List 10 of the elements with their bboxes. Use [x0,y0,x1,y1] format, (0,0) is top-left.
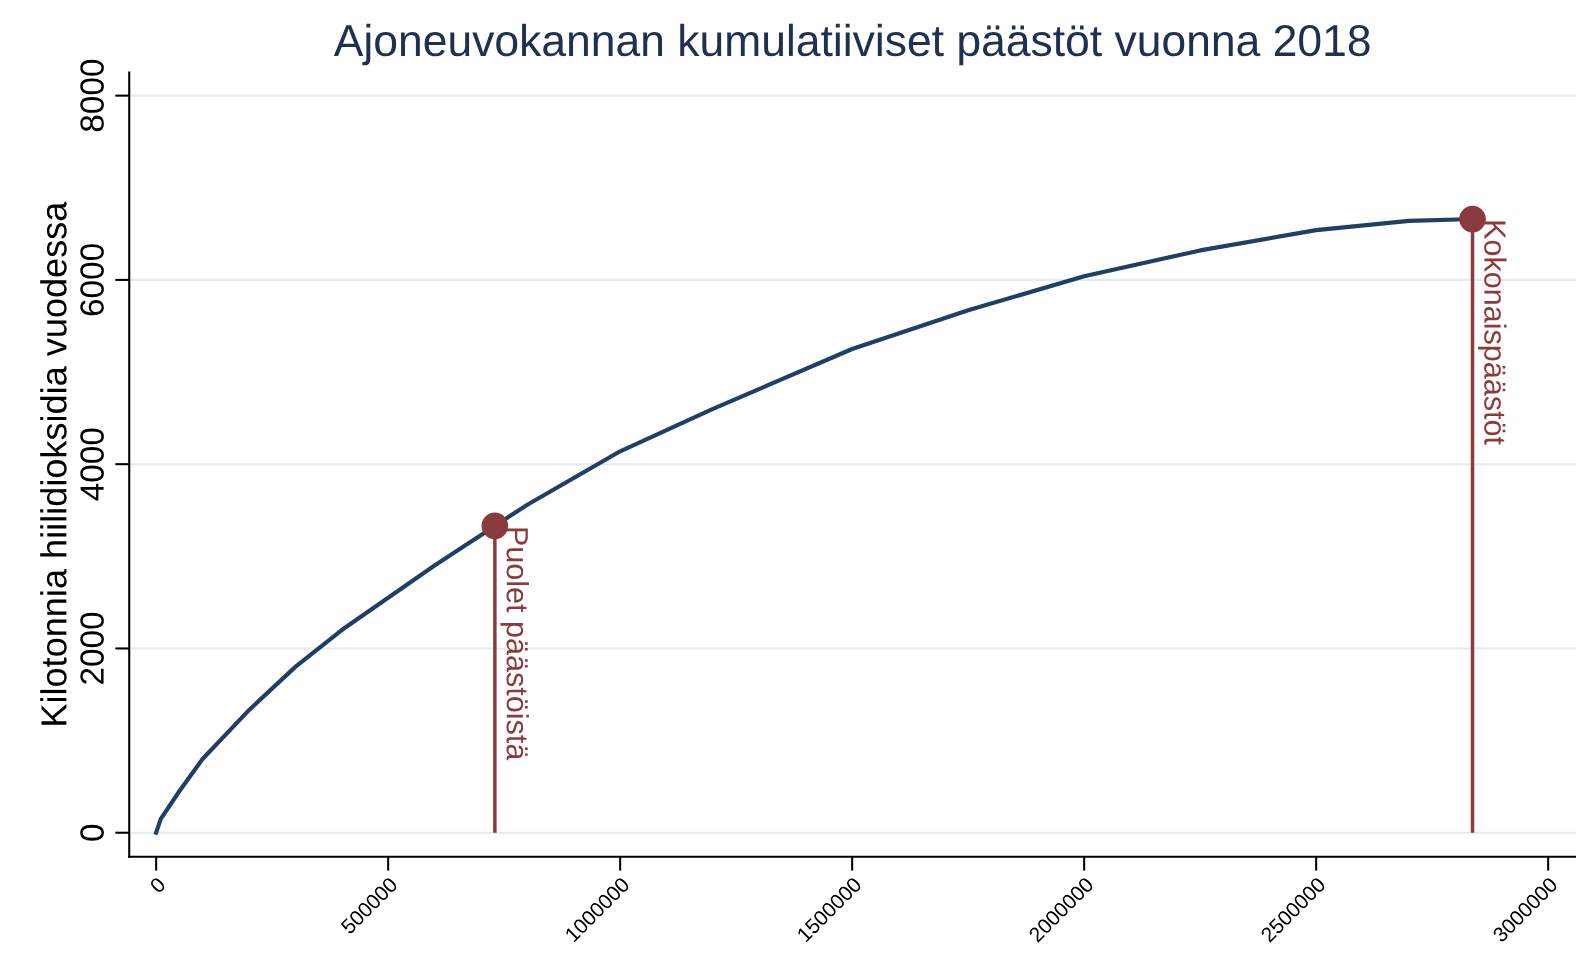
y-axis-title: Kilotonnia hiilidioksidia vuodessa [40,201,67,725]
y-tick-label: 6000 [80,244,104,316]
y-tick-label: 0 [80,824,104,841]
y-tick-label: 4000 [80,428,104,501]
chart-title: Ajoneuvokannan kumulatiiviset päästöt vuonna 2018 [333,23,1370,66]
annotation: Puolet päästöistä [500,528,529,761]
y-tick-label: 2000 [80,612,104,684]
x-tick-label: 0 [148,876,167,894]
annotation: Kokonaispäästöt [1478,221,1507,445]
y-tick-label: 8000 [80,59,104,132]
